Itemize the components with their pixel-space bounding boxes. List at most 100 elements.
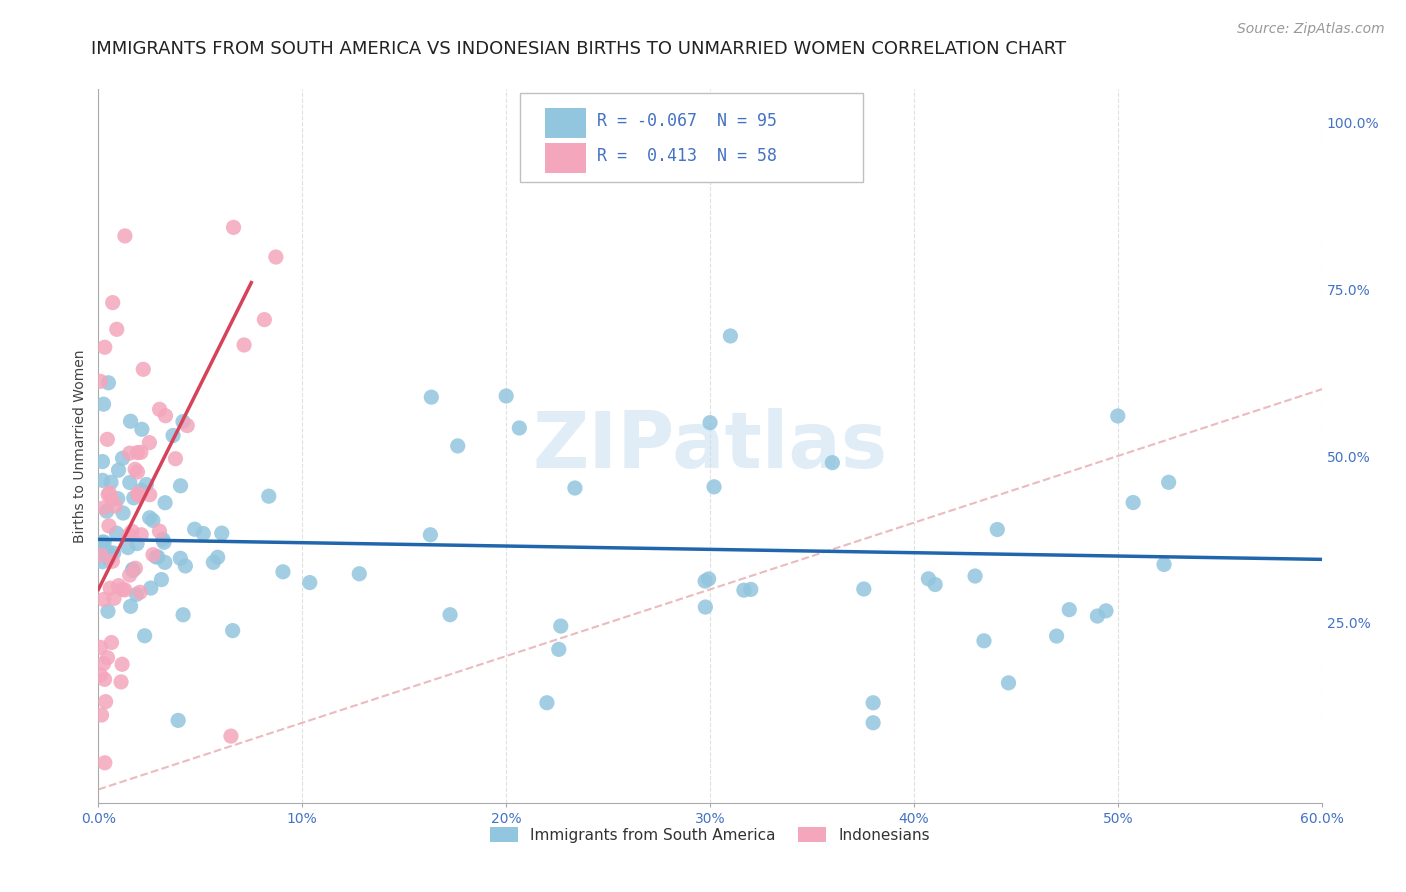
Point	[153, 555, 176, 569]
Point	[120, 599, 142, 614]
Point	[129, 483, 152, 498]
FancyBboxPatch shape	[546, 144, 586, 173]
Point	[118, 568, 141, 582]
Point	[122, 564, 145, 578]
Legend: Immigrants from South America, Indonesians: Immigrants from South America, Indonesia…	[484, 821, 936, 848]
Text: ZIPatlas: ZIPatlas	[533, 408, 887, 484]
Point	[986, 523, 1008, 537]
Point	[97, 544, 120, 558]
Point	[1095, 604, 1118, 618]
Point	[1153, 558, 1175, 572]
Point	[153, 535, 176, 549]
Point	[117, 541, 139, 555]
Point	[211, 526, 233, 541]
Point	[91, 454, 114, 468]
Point	[697, 572, 720, 586]
Point	[124, 462, 146, 476]
Point	[965, 569, 987, 583]
Point	[96, 650, 118, 665]
Point	[138, 435, 160, 450]
Point	[121, 524, 143, 539]
Point	[107, 463, 129, 477]
Point	[695, 574, 717, 588]
Point	[105, 526, 128, 541]
Point	[127, 445, 149, 459]
Point	[114, 582, 136, 597]
Point	[699, 416, 721, 430]
Point	[740, 582, 762, 597]
Point	[114, 228, 136, 243]
Point	[90, 708, 112, 723]
Point	[125, 536, 148, 550]
Point	[103, 546, 125, 560]
Point	[100, 475, 122, 490]
Point	[176, 418, 198, 433]
Point	[112, 506, 135, 520]
Point	[134, 629, 156, 643]
Point	[98, 551, 121, 566]
Point	[1057, 602, 1080, 616]
Point	[101, 295, 124, 310]
Point	[135, 477, 157, 491]
Point	[169, 551, 191, 566]
Point	[174, 558, 197, 573]
Point	[122, 491, 145, 505]
Point	[264, 250, 287, 264]
Point	[162, 428, 184, 442]
Point	[91, 474, 114, 488]
Point	[105, 322, 128, 336]
Point	[104, 499, 127, 513]
Point	[142, 513, 165, 527]
Point	[862, 715, 884, 730]
Point	[508, 421, 530, 435]
Point	[110, 674, 132, 689]
Point	[222, 220, 245, 235]
Point	[94, 340, 117, 354]
Point	[93, 592, 115, 607]
Point	[93, 657, 115, 671]
Point	[107, 491, 129, 506]
Point	[89, 640, 111, 655]
Point	[97, 487, 120, 501]
Point	[94, 756, 117, 770]
Point	[155, 409, 177, 423]
Point	[96, 433, 118, 447]
FancyBboxPatch shape	[546, 108, 586, 138]
Point	[98, 581, 121, 595]
Point	[107, 579, 129, 593]
Point	[131, 422, 153, 436]
Point	[202, 555, 225, 569]
Point	[97, 519, 120, 533]
Point	[94, 695, 117, 709]
Text: R =  0.413  N = 58: R = 0.413 N = 58	[598, 147, 778, 165]
Text: Source: ZipAtlas.com: Source: ZipAtlas.com	[1237, 22, 1385, 37]
Point	[149, 402, 172, 417]
Point	[349, 566, 371, 581]
Point	[103, 591, 125, 606]
Point	[120, 414, 142, 428]
Point	[101, 492, 124, 507]
Point	[93, 500, 115, 515]
Point	[111, 657, 134, 672]
Point	[1122, 495, 1144, 509]
FancyBboxPatch shape	[520, 93, 863, 182]
Point	[93, 535, 115, 549]
Point	[139, 581, 162, 595]
Point	[101, 554, 124, 568]
Point	[253, 312, 276, 326]
Point	[89, 375, 111, 389]
Point	[917, 572, 939, 586]
Point	[90, 548, 112, 562]
Text: IMMIGRANTS FROM SOUTH AMERICA VS INDONESIAN BIRTHS TO UNMARRIED WOMEN CORRELATIO: IMMIGRANTS FROM SOUTH AMERICA VS INDONES…	[91, 40, 1067, 58]
Point	[233, 338, 256, 352]
Point	[129, 445, 152, 459]
Point	[98, 486, 121, 500]
Point	[138, 510, 160, 524]
Point	[129, 528, 152, 542]
Point	[93, 397, 115, 411]
Point	[1045, 629, 1069, 643]
Point	[221, 624, 243, 638]
Point	[1085, 609, 1108, 624]
Point	[127, 488, 149, 502]
Point	[495, 389, 517, 403]
